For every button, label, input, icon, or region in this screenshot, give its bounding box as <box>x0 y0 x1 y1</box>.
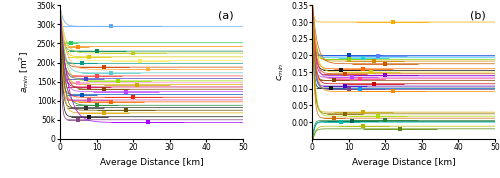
Y-axis label: $a_{min}$ [m$^2$]: $a_{min}$ [m$^2$] <box>18 51 31 93</box>
Y-axis label: $c_{min}$: $c_{min}$ <box>275 63 285 81</box>
X-axis label: Average Distance [km]: Average Distance [km] <box>352 158 456 167</box>
Text: (b): (b) <box>470 11 486 21</box>
X-axis label: Average Distance [km]: Average Distance [km] <box>100 158 203 167</box>
Text: (a): (a) <box>218 11 234 21</box>
